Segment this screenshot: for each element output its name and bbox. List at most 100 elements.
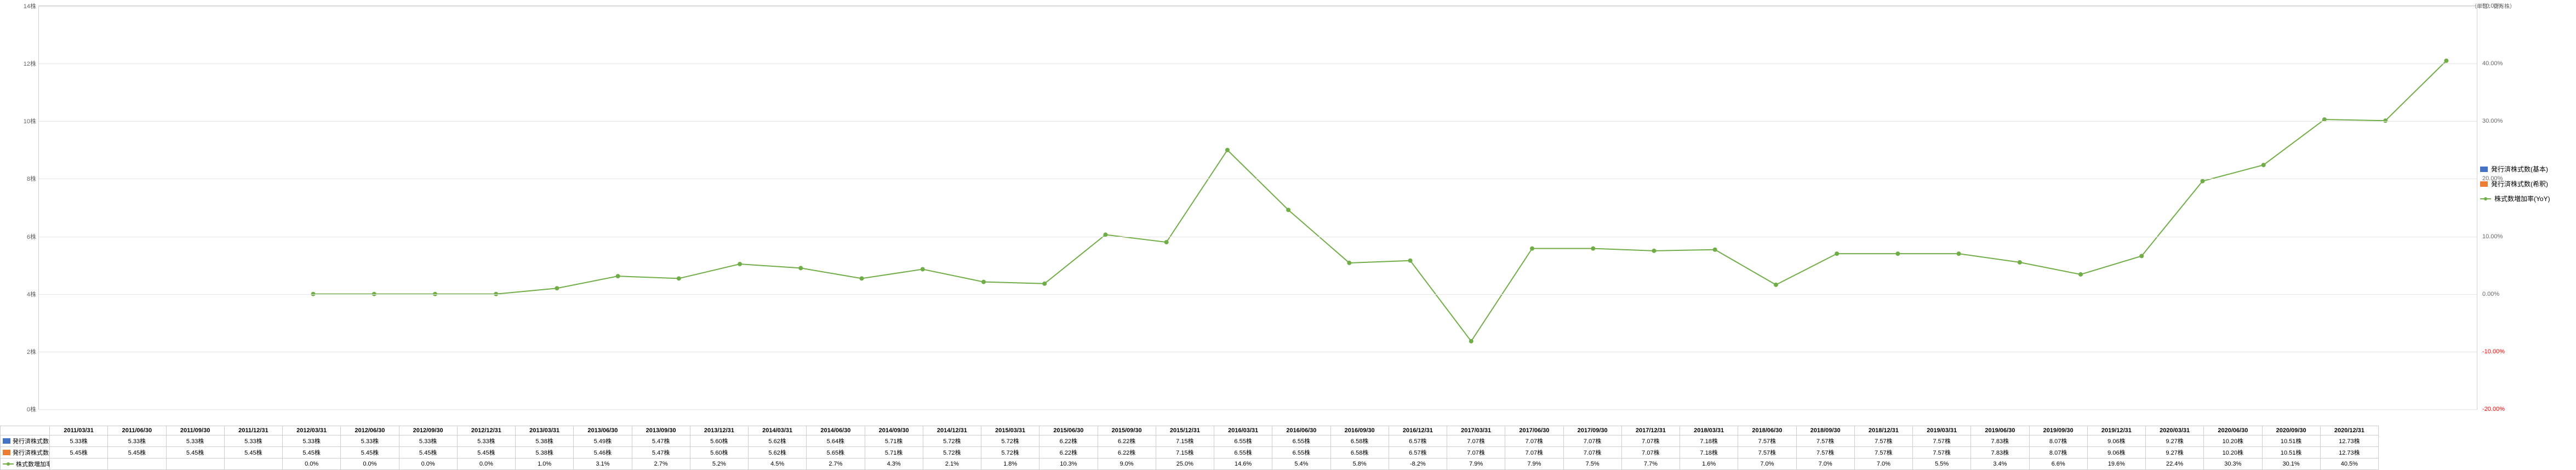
table-col-header: 2011/12/31 — [224, 426, 282, 435]
table-cell: 7.0% — [1738, 458, 1796, 470]
ytick-left: 10株 — [6, 117, 36, 125]
ytick-right: -20.00% — [2482, 406, 2515, 412]
table-cell: 7.9% — [1505, 458, 1563, 470]
table-cell: 5.33株 — [50, 435, 108, 447]
ytick-right: -10.00% — [2482, 348, 2515, 355]
table-cell — [50, 458, 108, 470]
table-cell: 7.18株 — [1680, 435, 1738, 447]
table-cell: 7.57株 — [1738, 447, 1796, 458]
table-col-header: 2017/06/30 — [1505, 426, 1563, 435]
table-col-header: 2014/09/30 — [865, 426, 923, 435]
growth-marker — [1225, 148, 1230, 152]
chart-area: （単位：百万株） 0株2株4株6株8株10株12株14株-20.00%-10.0… — [38, 5, 2477, 410]
table-cell: 5.46株 — [574, 447, 632, 458]
table-cell: 25.0% — [1156, 458, 1214, 470]
table-cell: 7.07株 — [1563, 447, 1621, 458]
table-cell: 0.0% — [457, 458, 515, 470]
table-cell: 7.57株 — [1913, 447, 1971, 458]
table-cell: 7.83株 — [1971, 447, 2029, 458]
table-cell: 5.60株 — [690, 447, 748, 458]
table-col-header: 2020/06/30 — [2204, 426, 2262, 435]
legend-swatch-basic — [2480, 167, 2488, 172]
table-cell: 5.47株 — [632, 435, 690, 447]
table-cell: 7.57株 — [1796, 447, 1854, 458]
table-col-header: 2015/09/30 — [1098, 426, 1156, 435]
table-col-header: 2019/03/31 — [1913, 426, 1971, 435]
ytick-right: 50.00% — [2482, 3, 2515, 9]
table-cell: 7.57株 — [1913, 435, 1971, 447]
table-cell: 10.3% — [1039, 458, 1098, 470]
table-cell: 3.4% — [1971, 458, 2029, 470]
data-table: 2011/03/312011/06/302011/09/302011/12/31… — [0, 426, 2379, 470]
table-cell: 7.83株 — [1971, 435, 2029, 447]
table-cell: 2.7% — [632, 458, 690, 470]
table-cell: -8.2% — [1389, 458, 1447, 470]
table-col-header: 2011/06/30 — [108, 426, 166, 435]
growth-marker — [1957, 251, 1961, 256]
table-cell: 7.15株 — [1156, 447, 1214, 458]
table-cell: 0.0% — [399, 458, 457, 470]
growth-marker — [2139, 254, 2144, 258]
table-cell: 5.45株 — [108, 447, 166, 458]
growth-marker — [2261, 163, 2266, 167]
ytick-left: 14株 — [6, 2, 36, 10]
table-col-header: 2013/03/31 — [516, 426, 574, 435]
table-row: 発行済株式数(基本)5.33株5.33株5.33株5.33株5.33株5.33株… — [1, 435, 2379, 447]
table-col-header: 2017/03/31 — [1447, 426, 1505, 435]
line-overlay — [39, 6, 2477, 409]
growth-marker — [1469, 339, 1473, 343]
growth-marker — [860, 276, 864, 280]
table-cell: 5.72株 — [923, 435, 981, 447]
table-cell: 1.6% — [1680, 458, 1738, 470]
growth-marker — [738, 262, 742, 266]
table-col-header: 2012/09/30 — [399, 426, 457, 435]
table-row: 株式数増加率(YoY)0.0%0.0%0.0%0.0%1.0%3.1%2.7%5… — [1, 458, 2379, 470]
ytick-right: 10.00% — [2482, 233, 2515, 240]
ytick-left: 4株 — [6, 290, 36, 299]
growth-marker — [1591, 247, 1595, 251]
table-cell: 6.6% — [2029, 458, 2087, 470]
growth-marker — [1286, 208, 1290, 212]
table-col-header: 2017/12/31 — [1621, 426, 1680, 435]
table-cell: 6.55株 — [1272, 435, 1330, 447]
table-cell: 7.0% — [1796, 458, 1854, 470]
growth-marker — [798, 266, 803, 270]
table-col-header: 2013/06/30 — [574, 426, 632, 435]
table-cell: 6.22株 — [1039, 435, 1098, 447]
table-cell: 6.22株 — [1039, 447, 1098, 458]
growth-marker — [1895, 251, 1900, 256]
table-cell: 5.71株 — [865, 435, 923, 447]
table-cell: 7.07株 — [1621, 447, 1680, 458]
legend-label-diluted: 発行済株式数(希釈) — [2491, 179, 2548, 188]
legend-item-diluted: 発行済株式数(希釈) — [2480, 179, 2573, 188]
table-cell: 5.33株 — [166, 435, 224, 447]
table-col-header: 2018/03/31 — [1680, 426, 1738, 435]
table-cell: 7.18株 — [1680, 447, 1738, 458]
table-cell — [108, 458, 166, 470]
table-cell: 3.1% — [574, 458, 632, 470]
table-cell: 5.47株 — [632, 447, 690, 458]
table-cell: 4.5% — [749, 458, 807, 470]
ytick-right: 40.00% — [2482, 60, 2515, 67]
table-cell: 5.33株 — [283, 435, 341, 447]
table-cell: 5.33株 — [341, 435, 399, 447]
table-col-header: 2014/06/30 — [807, 426, 865, 435]
table-cell: 7.57株 — [1796, 435, 1854, 447]
table-cell: 7.07株 — [1447, 435, 1505, 447]
table-col-header: 2016/09/30 — [1330, 426, 1389, 435]
table-cell: 6.22株 — [1098, 447, 1156, 458]
table-col-header: 2019/09/30 — [2029, 426, 2087, 435]
table-cell: 5.2% — [690, 458, 748, 470]
table-col-header: 2013/09/30 — [632, 426, 690, 435]
table-cell: 30.1% — [2262, 458, 2320, 470]
legend-item-basic: 発行済株式数(基本) — [2480, 164, 2573, 174]
table-cell: 10.51株 — [2262, 447, 2320, 458]
table-cell: 0.0% — [283, 458, 341, 470]
row-swatch — [3, 463, 14, 465]
ytick-left: 6株 — [6, 232, 36, 241]
table-col-header: 2015/03/31 — [981, 426, 1039, 435]
table-cell: 7.0% — [1854, 458, 1912, 470]
table-cell: 5.38株 — [516, 447, 574, 458]
gridline — [39, 6, 2477, 7]
growth-marker — [1835, 251, 1839, 256]
